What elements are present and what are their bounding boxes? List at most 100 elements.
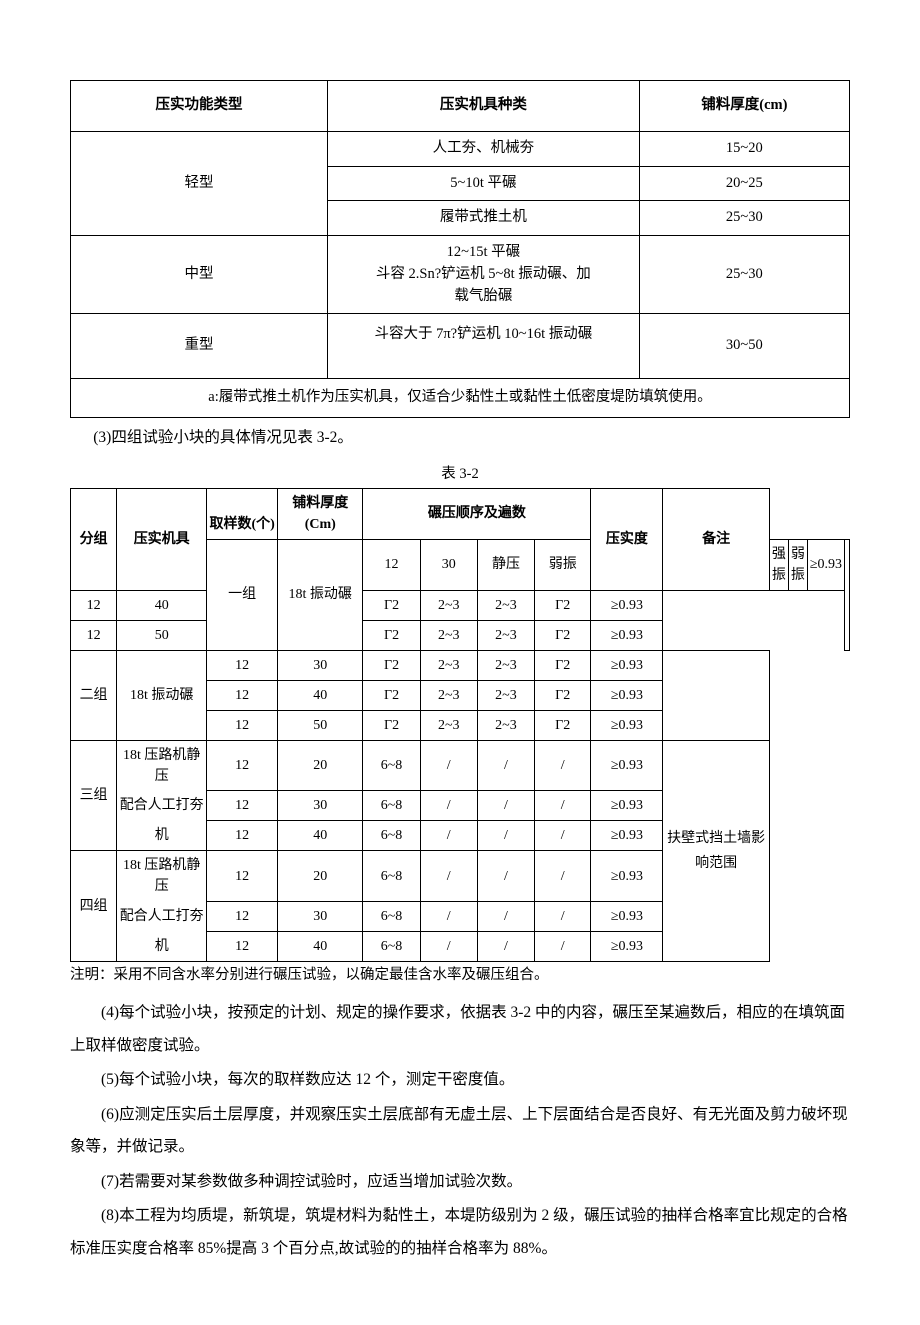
t2-cell: / [535, 931, 591, 961]
t2-cell: 12 [207, 901, 278, 931]
t2-cell: ≥0.93 [591, 851, 663, 902]
t2-cell: / [535, 791, 591, 821]
t2-cell: ≥0.93 [591, 620, 663, 650]
t2-h-group: 分组 [71, 488, 117, 590]
t2-cell: Γ2 [535, 650, 591, 680]
t2-cell: ≥0.93 [591, 740, 663, 791]
t2-cell: 12 [207, 851, 278, 902]
t1-cell: 人工夯、机械夯 [328, 131, 640, 166]
t2-cell: 6~8 [363, 791, 420, 821]
t1-line: 斗容大于 7π?铲运机 10~16t 振动碾 [374, 326, 592, 342]
t2-g34-remark: 扶壁式挡土墙影响范围 [663, 740, 769, 961]
t2-cell: / [420, 931, 477, 961]
t2-cell: / [535, 821, 591, 851]
t2-cell: 12 [207, 710, 278, 740]
t2-g2-remark [663, 650, 769, 740]
para-3: (3)四组试验小块的具体情况见表 3-2。 [70, 422, 850, 455]
t2-g4-equip-l2: 配合人工打夯 [117, 901, 207, 931]
para-8: (8)本工程为均质堤，新筑堤，筑堤材料为黏性土，本堤防级别为 2 级，碾压试验的… [70, 1200, 850, 1265]
t2-h-equip: 压实机具 [117, 488, 207, 590]
t2-cell: 12 [207, 791, 278, 821]
t1-type-heavy: 重型 [71, 314, 328, 379]
t2-cell: 6~8 [363, 851, 420, 902]
t2-h-remark: 备注 [663, 488, 769, 590]
t2-cell: 6~8 [363, 821, 420, 851]
t1-cell: 履带式推土机 [328, 201, 640, 236]
t2-cell: ≥0.93 [591, 590, 663, 620]
t2-cell: / [477, 901, 534, 931]
t2-cell: ≥0.93 [591, 680, 663, 710]
t1-line: 12~15t 平碾 [447, 244, 521, 260]
t2-cell: 50 [278, 710, 363, 740]
t2-cell: 12 [71, 620, 117, 650]
table2-note: 注明：采用不同含水率分别进行碾压试验，以确定最佳含水率及碾压组合。 [70, 964, 850, 987]
t2-h-thick: 铺料厚度(Cm) [278, 488, 363, 539]
t1-cell: 20~25 [639, 166, 849, 201]
t1-h1: 压实功能类型 [71, 81, 328, 132]
t2-g3-equip-l1: 18t 压路机静压 [117, 740, 207, 791]
t2-cell: / [420, 901, 477, 931]
t2-g2-name: 二组 [71, 650, 117, 740]
t2-g4-name: 四组 [71, 851, 117, 962]
t2-g2-equip: 18t 振动碾 [117, 650, 207, 740]
t2-g4-equip-l1: 18t 压路机静压 [117, 851, 207, 902]
t2-cell: / [477, 851, 534, 902]
t1-type-light: 轻型 [71, 131, 328, 235]
t2-cell: 20 [278, 740, 363, 791]
t2-cell: ≥0.93 [591, 931, 663, 961]
t1-cell: 5~10t 平碾 [328, 166, 640, 201]
t2-cell: ≥0.93 [591, 821, 663, 851]
t2-cell: 40 [278, 680, 363, 710]
t2-cell: Γ2 [363, 650, 420, 680]
t2-cell: 2~3 [477, 680, 534, 710]
t2-cell: 6~8 [363, 740, 420, 791]
t2-cell: 30 [278, 650, 363, 680]
t2-cell: / [420, 791, 477, 821]
t2-cell: / [535, 851, 591, 902]
t2-cell: 12 [207, 650, 278, 680]
t2-cell: 弱振 [535, 539, 591, 590]
t2-cell: 6~8 [363, 931, 420, 961]
t2-h-compact: 压实度 [591, 488, 663, 590]
t2-g1-equip: 18t 振动碾 [278, 539, 363, 650]
t1-cell: 15~20 [639, 131, 849, 166]
t2-cell: ≥0.93 [591, 791, 663, 821]
t2-cell: 20 [278, 851, 363, 902]
t2-g1-name: 一组 [207, 539, 278, 650]
para-4: (4)每个试验小块，按预定的计划、规定的操作要求，依据表 3-2 中的内容，碾压… [70, 997, 850, 1062]
t2-cell: 40 [278, 931, 363, 961]
t2-cell: 2~3 [477, 590, 534, 620]
t2-cell: 12 [71, 590, 117, 620]
t2-cell: 12 [363, 539, 420, 590]
t2-cell: 30 [420, 539, 477, 590]
t1-line: 载气胎碾 [454, 288, 512, 304]
t2-cell: 静压 [477, 539, 534, 590]
t2-cell: / [535, 901, 591, 931]
t2-g1-remark [845, 539, 850, 650]
t2-cell: 12 [207, 821, 278, 851]
t2-cell: / [420, 821, 477, 851]
t2-cell: 2~3 [420, 710, 477, 740]
t2-cell: 2~3 [420, 650, 477, 680]
para-5: (5)每个试验小块，每次的取样数应达 12 个，测定干密度值。 [70, 1064, 850, 1097]
t2-cell: 30 [278, 901, 363, 931]
para-6: (6)应测定压实后土层厚度，并观察压实土层底部有无虚土层、上下层面结合是否良好、… [70, 1099, 850, 1164]
t2-cell: 强振 [769, 539, 788, 590]
t2-cell: ≥0.93 [591, 710, 663, 740]
t2-cell: 50 [117, 620, 207, 650]
t2-cell: Γ2 [535, 620, 591, 650]
t1-cell: 12~15t 平碾 斗容 2.Sn?铲运机 5~8t 振动碾、加 载气胎碾 [328, 236, 640, 314]
t2-cell: ≥0.93 [591, 901, 663, 931]
t2-cell: 30 [278, 791, 363, 821]
t2-cell: / [477, 791, 534, 821]
t1-line: 斗容 2.Sn?铲运机 5~8t 振动碾、加 [376, 266, 591, 282]
t2-cell: ≥0.93 [807, 539, 844, 590]
t2-h-seq: 碾压顺序及遍数 [363, 488, 591, 539]
t2-cell: Γ2 [535, 680, 591, 710]
t2-cell: 2~3 [477, 710, 534, 740]
t2-cell: Γ2 [363, 710, 420, 740]
para-7: (7)若需要对某参数做多种调控试验时，应适当增加试验次数。 [70, 1166, 850, 1199]
t2-cell: 40 [117, 590, 207, 620]
t2-cell: 2~3 [420, 620, 477, 650]
t2-cell: / [477, 740, 534, 791]
